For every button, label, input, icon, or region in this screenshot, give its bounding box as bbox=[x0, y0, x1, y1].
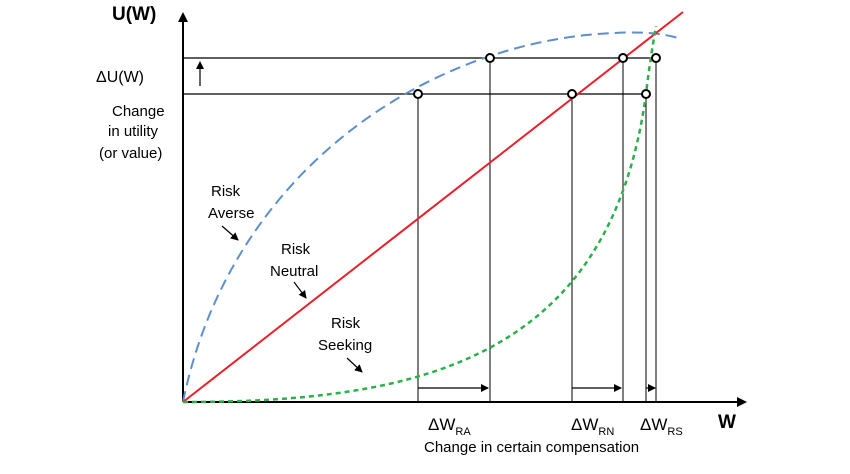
point-rs-high bbox=[651, 53, 661, 63]
x-axis-caption: Change in certain compensation bbox=[424, 439, 639, 456]
point-rn-high bbox=[618, 53, 628, 63]
risk-averse-label-line2: Averse bbox=[208, 205, 254, 222]
risk-neutral-pointer bbox=[293, 281, 307, 299]
y-note-line2: in utility bbox=[108, 123, 159, 140]
x-axis-title: W bbox=[718, 412, 736, 433]
risk-neutral-line bbox=[182, 11, 684, 403]
risk-neutral-label-line1: Risk bbox=[281, 241, 311, 258]
risk-averse-label-line1: Risk bbox=[211, 183, 241, 200]
point-rs-low bbox=[641, 89, 651, 99]
risk-seeking-label-line2: Seeking bbox=[318, 337, 372, 354]
risk-seeking-curve bbox=[182, 25, 658, 404]
risk-averse-curve bbox=[182, 31, 679, 403]
delta-w-rs-label: ΔWRS bbox=[640, 415, 683, 438]
y-axis-title: U(W) bbox=[112, 4, 156, 25]
risk-averse-pointer bbox=[221, 225, 239, 241]
y-note-line3: (or value) bbox=[99, 145, 162, 162]
point-ra-high bbox=[485, 53, 495, 63]
point-ra-low bbox=[413, 89, 423, 99]
y-note-line1: Change bbox=[112, 103, 165, 120]
risk-neutral-label-line2: Neutral bbox=[270, 263, 318, 280]
point-rn-low bbox=[567, 89, 577, 99]
delta-u-label: ΔU(W) bbox=[96, 69, 144, 86]
risk-seeking-pointer bbox=[346, 357, 363, 373]
delta-w-rn-label: ΔWRN bbox=[571, 415, 614, 438]
risk-seeking-label-line1: Risk bbox=[331, 315, 361, 332]
delta-w-ra-label: ΔWRA bbox=[428, 415, 471, 438]
